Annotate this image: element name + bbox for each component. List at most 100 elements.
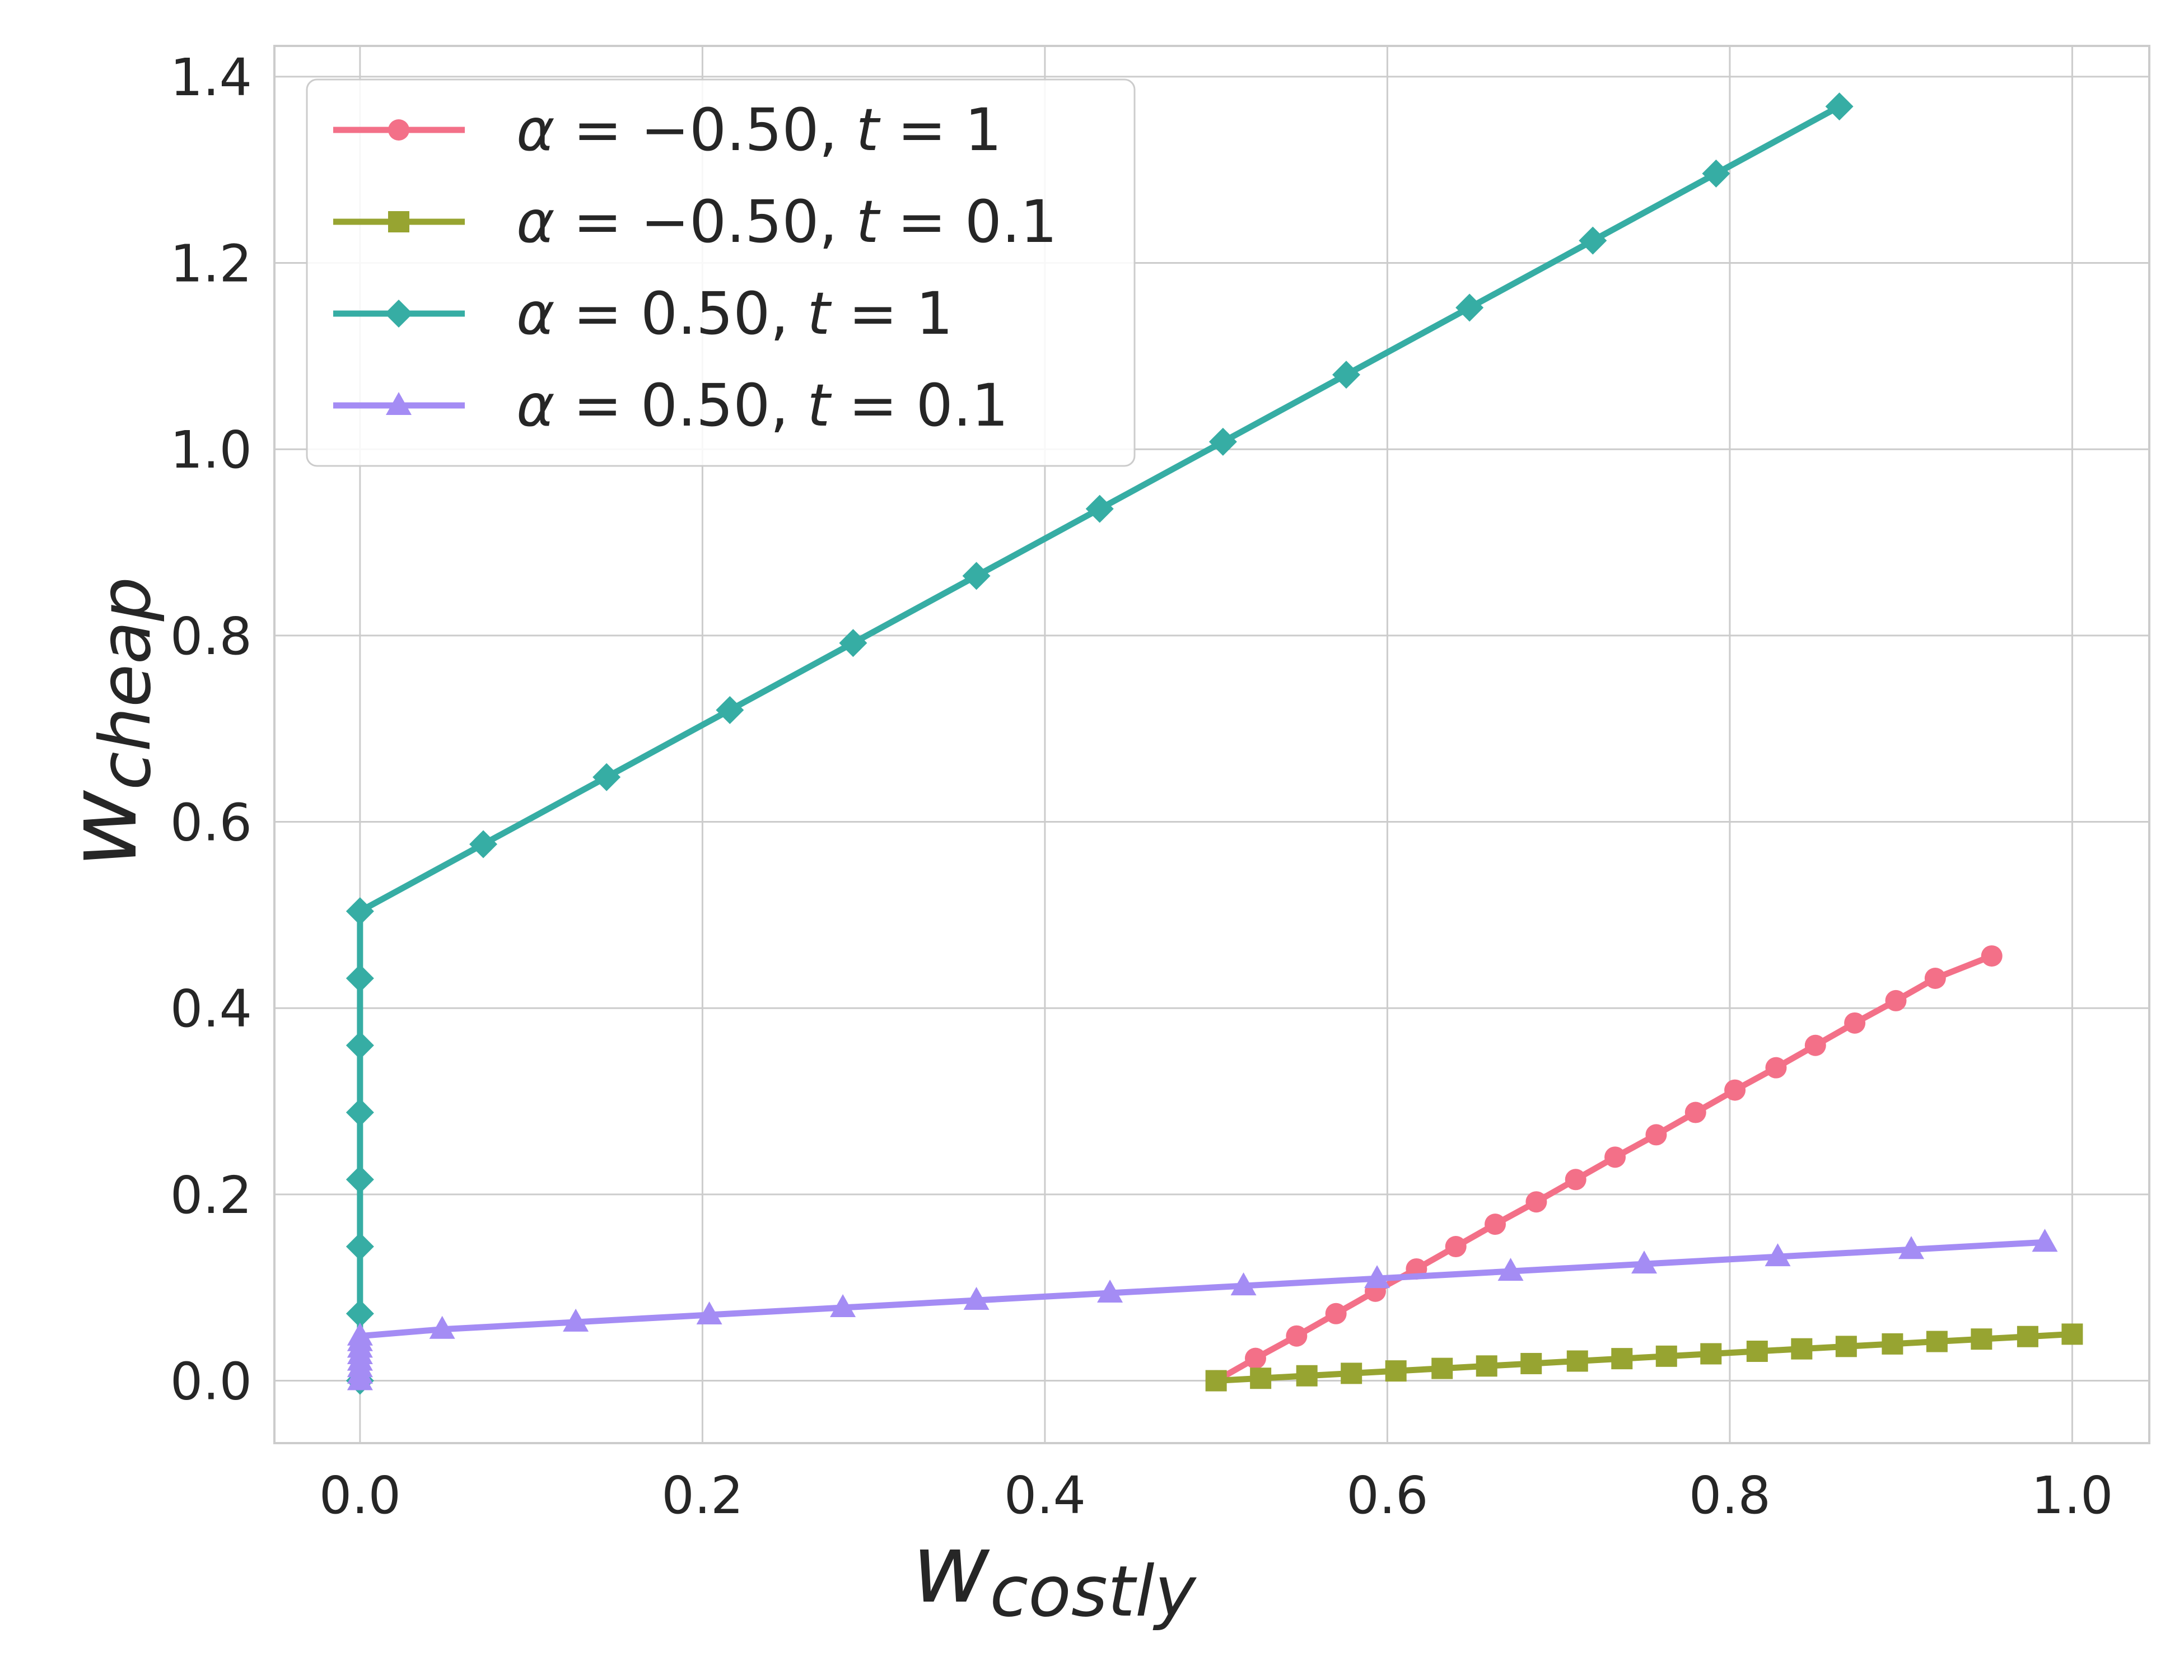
legend-marker: [388, 211, 409, 232]
x-tick-label: 0.6: [1346, 1466, 1428, 1525]
y-tick-label: 1.4: [170, 48, 252, 108]
data-point: [429, 1315, 455, 1339]
data-point: [1746, 1340, 1768, 1362]
data-point: [1286, 1325, 1308, 1347]
data-point: [2032, 1229, 2058, 1252]
data-point: [716, 696, 744, 724]
series-layer: [346, 92, 2083, 1395]
data-point: [1250, 1368, 1272, 1389]
data-point: [1205, 1370, 1227, 1392]
data-point: [1981, 945, 2003, 967]
data-point: [1924, 967, 1946, 989]
y-tick-label: 0.4: [170, 979, 252, 1039]
data-point: [1230, 1272, 1257, 1296]
data-point: [1898, 1236, 1925, 1259]
data-point: [1497, 1258, 1524, 1281]
data-point: [592, 763, 621, 791]
data-point: [1476, 1355, 1497, 1377]
x-tick-label: 0.4: [1004, 1466, 1086, 1525]
x-tick-label: 1.0: [2031, 1466, 2113, 1525]
data-point: [1097, 1280, 1123, 1303]
data-point: [1835, 1336, 1857, 1357]
series-2: [1205, 1323, 2083, 1392]
tick-labels: 0.0 0.2 0.4 0.6 0.8 1.0 0.0 0.2 0.4 0.6 0.8 1.0 1.2 1…: [170, 48, 2113, 1525]
legend-entry: α = 0.50, t = 0.1: [333, 371, 1009, 440]
data-point: [346, 1098, 374, 1127]
data-point: [1885, 990, 1907, 1011]
data-point: [1765, 1057, 1787, 1079]
data-point: [696, 1301, 722, 1324]
y-tick-label: 0.8: [170, 606, 252, 666]
data-point: [1882, 1333, 1903, 1355]
data-point: [1455, 293, 1484, 322]
data-point: [1208, 427, 1237, 456]
x-tick-label: 0.2: [661, 1466, 743, 1525]
data-point: [1655, 1345, 1677, 1367]
y-axis-label: wcheap: [48, 577, 166, 868]
data-point: [830, 1294, 856, 1317]
data-point: [1611, 1348, 1633, 1370]
data-point: [1645, 1124, 1667, 1146]
data-point: [963, 1287, 990, 1310]
data-point: [1804, 1034, 1826, 1056]
data-point: [1579, 226, 1607, 255]
data-point: [1702, 159, 1730, 188]
data-point: [1565, 1169, 1586, 1191]
data-point: [1296, 1365, 1318, 1387]
legend: α = −0.50, t = 1 α = −0.50, t = 0.1 α = 0.…: [306, 78, 1136, 467]
data-point: [1724, 1079, 1746, 1101]
data-point: [962, 562, 991, 590]
data-point: [346, 1299, 374, 1328]
data-point: [1332, 361, 1361, 389]
legend-label: α = −0.50, t = 0.1: [516, 188, 1057, 256]
data-point: [1791, 1338, 1813, 1360]
data-point: [1684, 1102, 1706, 1123]
legend-box: [306, 78, 1136, 467]
data-point: [469, 830, 498, 858]
data-point: [1566, 1350, 1588, 1372]
data-point: [1364, 1265, 1390, 1289]
data-point: [1844, 1012, 1866, 1034]
data-point: [839, 629, 867, 657]
legend-label: α = 0.50, t = 0.1: [516, 371, 1009, 440]
data-point: [1085, 494, 1114, 523]
legend-label: α = −0.50, t = 1: [516, 96, 1002, 164]
data-point: [2017, 1326, 2038, 1347]
y-tick-label: 1.0: [170, 420, 252, 480]
data-point: [346, 964, 374, 992]
data-point: [1445, 1236, 1467, 1258]
data-point: [1244, 1347, 1266, 1369]
series-4: [347, 1229, 2058, 1390]
x-tick-label: 0.0: [319, 1466, 401, 1525]
data-point: [1700, 1343, 1722, 1365]
data-point: [1341, 1362, 1362, 1384]
x-axis-label: wcostly: [912, 1514, 1197, 1632]
data-point: [1631, 1250, 1658, 1274]
data-point: [346, 1233, 374, 1261]
legend-marker: [388, 119, 409, 141]
legend-entry: α = −0.50, t = 0.1: [333, 188, 1057, 256]
y-tick-label: 0.6: [170, 793, 252, 853]
data-point: [347, 1322, 373, 1346]
data-point: [1325, 1303, 1347, 1324]
data-point: [1604, 1146, 1626, 1168]
data-point: [1525, 1191, 1547, 1213]
data-point: [1926, 1331, 1948, 1352]
y-tick-label: 1.2: [170, 234, 252, 294]
data-point: [346, 897, 374, 926]
data-point: [1431, 1357, 1453, 1379]
legend-label: α = 0.50, t = 1: [516, 279, 953, 348]
data-point: [1485, 1214, 1506, 1235]
x-tick-label: 0.8: [1689, 1466, 1771, 1525]
series-3: [346, 92, 1854, 1395]
data-point: [2061, 1323, 2083, 1345]
y-tick-label: 0.0: [170, 1352, 252, 1412]
legend-marker: [385, 300, 413, 328]
data-point: [346, 1031, 374, 1060]
legend-entry: α = −0.50, t = 1: [333, 96, 1002, 164]
legend-entry: α = 0.50, t = 1: [333, 279, 953, 348]
data-point: [1825, 92, 1854, 121]
data-point: [1765, 1243, 1791, 1267]
data-point: [346, 1165, 374, 1194]
